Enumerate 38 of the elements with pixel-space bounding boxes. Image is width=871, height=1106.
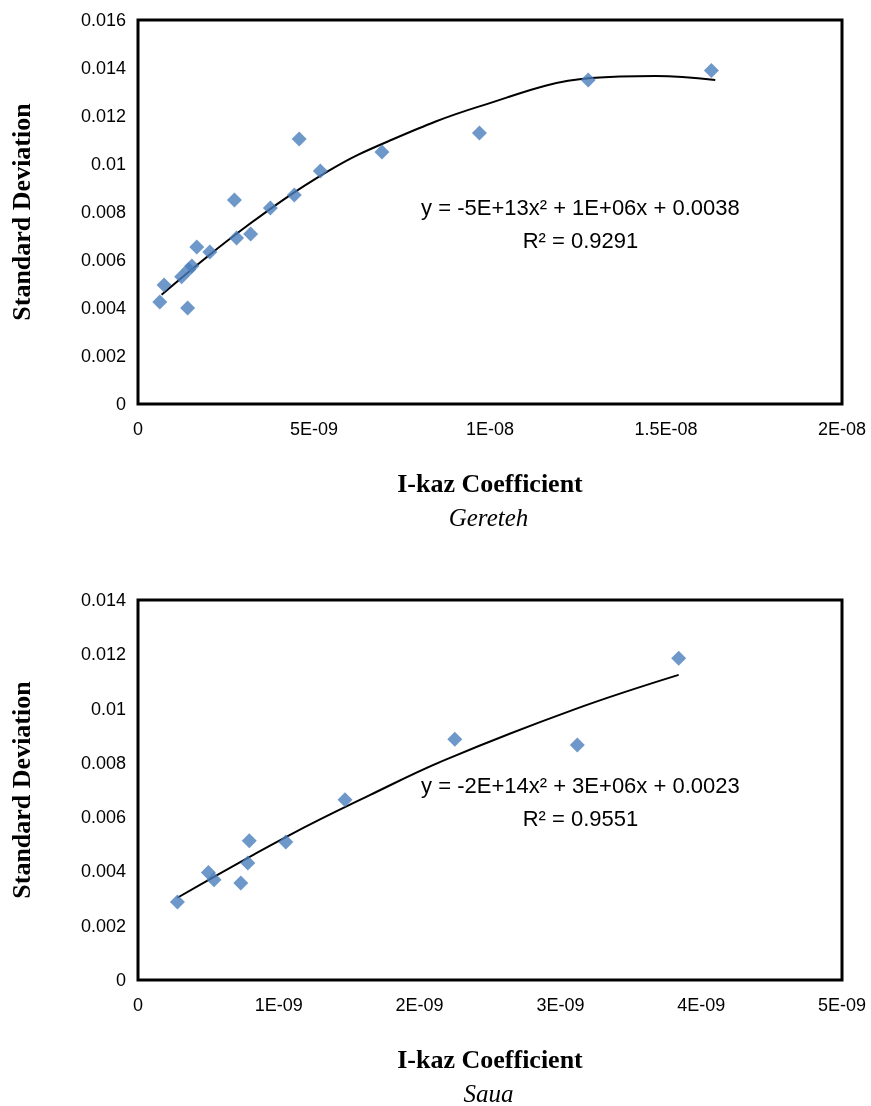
y-tick-label: 0 (115, 394, 126, 414)
x-tick-label: 5E-09 (817, 995, 867, 1015)
y-tick-label: 0.006 (80, 250, 126, 270)
y-tick-label: 0.012 (80, 106, 126, 126)
x-tick-label: 1E-08 (465, 419, 515, 439)
annotation: R² = 0.9551 (522, 806, 639, 832)
text: Saua (463, 1079, 514, 1106)
y-axis-title: Standard Deviation (6, 680, 36, 899)
x-axis-title: I-kaz Coefficient (397, 468, 584, 498)
text: Gereteh (448, 503, 529, 531)
y-tick-label: 0.004 (80, 861, 126, 882)
x-tick-label: 0 (132, 995, 144, 1015)
annotation: R² = 0.9291 (522, 228, 639, 254)
y-tick-label: 0.014 (80, 590, 126, 610)
y-tick-label: 0.014 (80, 58, 126, 78)
y-tick-label: 0.008 (80, 752, 126, 773)
y-axis-title: Standard Deviation (6, 102, 36, 321)
x-tick-label: 0 (132, 419, 144, 439)
y-tick-label: 0.012 (80, 644, 126, 665)
x-axis-title: I-kaz Coefficient (397, 1044, 584, 1074)
annotation: y = -2E+14x² + 3E+06x + 0.0023 (421, 773, 740, 799)
y-tick-label: 0.01 (90, 154, 126, 174)
annotation: y = -5E+13x² + 1E+06x + 0.0038 (421, 195, 740, 221)
y-tick-label: 0.01 (90, 698, 126, 719)
x-tick-label: 1.5E-08 (634, 419, 698, 439)
x-tick-label: 1E-09 (254, 995, 303, 1015)
y-tick-label: 0.006 (80, 807, 126, 828)
x-tick-label: 4E-09 (677, 995, 726, 1015)
y-tick-label: 0.002 (80, 346, 126, 366)
x-tick-label: 2E-09 (395, 995, 444, 1015)
x-tick-label: 5E-09 (289, 419, 339, 439)
x-tick-label: 3E-09 (536, 995, 585, 1015)
y-tick-label: 0.016 (80, 10, 126, 30)
y-tick-label: 0.004 (80, 298, 126, 318)
y-tick-label: 0 (115, 970, 126, 990)
y-tick-label: 0.008 (80, 202, 126, 222)
y-tick-label: 0.002 (80, 915, 126, 936)
x-tick-label: 2E-08 (817, 419, 867, 439)
